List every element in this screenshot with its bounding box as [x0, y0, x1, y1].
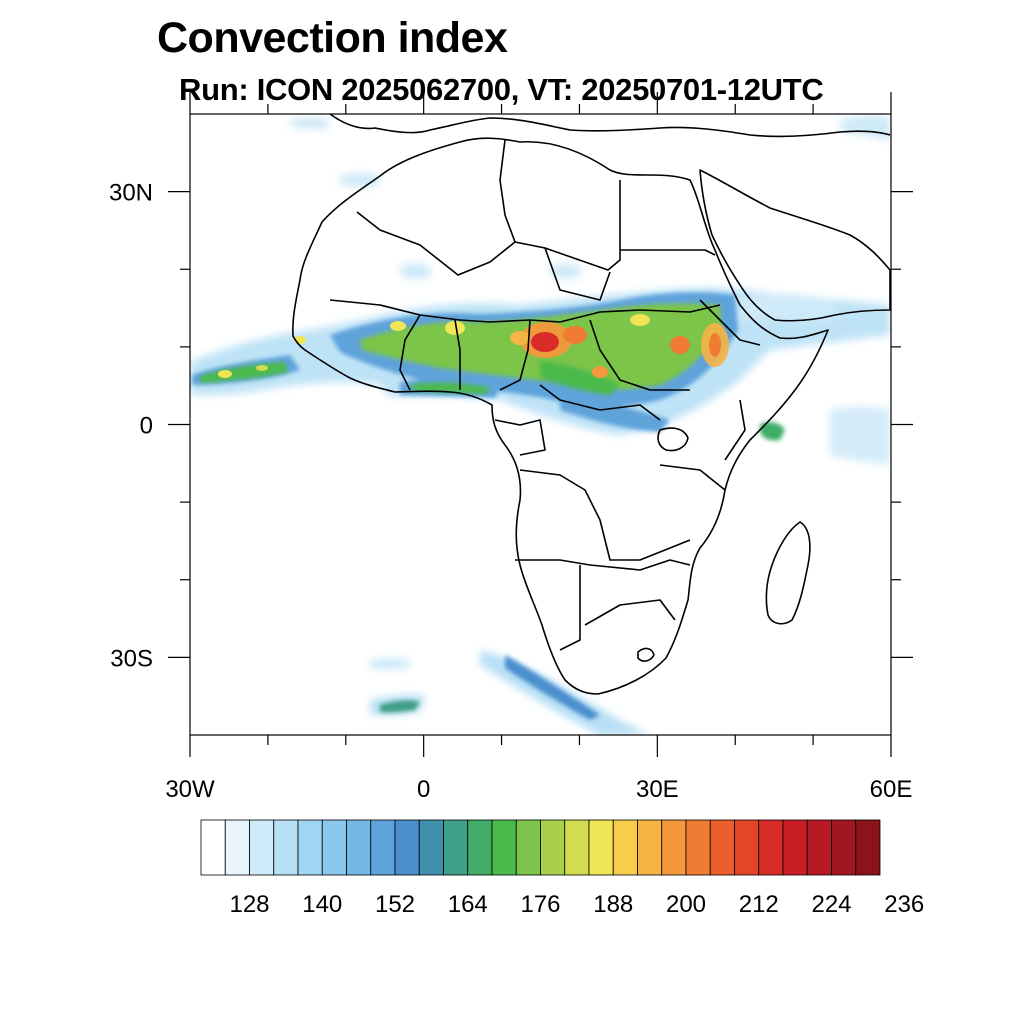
border-12 [515, 559, 691, 571]
border-18 [494, 419, 546, 456]
lat-label: 0 [140, 413, 153, 440]
colorbar-swatch [515, 819, 541, 876]
colorbar-label: 188 [593, 891, 633, 918]
border-17 [724, 399, 746, 461]
colorbar-swatch [734, 819, 760, 876]
colorbar-swatch [200, 819, 226, 876]
border-10 [539, 384, 661, 421]
border-6 [399, 314, 421, 391]
colorbar-swatch [491, 819, 517, 876]
colorbar-label: 152 [375, 891, 415, 918]
colorbar-swatch [612, 819, 638, 876]
colorbar-swatch [661, 819, 687, 876]
colorbar-swatch [297, 819, 323, 876]
axis-ticks [168, 92, 913, 757]
latitude-labels: 30N 0 30S [109, 180, 153, 673]
border-8 [499, 319, 531, 391]
border-14 [584, 599, 676, 626]
map-subtitle: Run: ICON 2025062700, VT: 20250701-12UTC [179, 72, 824, 107]
arabia-coastline [699, 169, 891, 322]
colorbar-swatch [855, 819, 881, 876]
colorbar-swatch [467, 819, 493, 876]
border-11 [519, 469, 691, 561]
europe-coastline [329, 114, 891, 138]
lon-label: 60E [870, 776, 913, 803]
border-15 [659, 464, 726, 491]
colorbar-swatch [224, 819, 250, 876]
colorbar-label: 176 [520, 891, 560, 918]
colorbar-swatch [758, 819, 784, 876]
longitude-labels: 30W 0 30E 60E [165, 776, 912, 803]
lat-label: 30S [110, 645, 153, 672]
border-1 [356, 180, 621, 276]
lon-label: 30E [636, 776, 679, 803]
lake-victoria [657, 427, 689, 452]
colorbar-swatch [637, 819, 663, 876]
coastline-borders [292, 114, 891, 695]
colorbar-swatch [806, 819, 832, 876]
border-13 [559, 565, 581, 651]
africa-coastline [292, 137, 829, 695]
colorbar-label: 140 [302, 891, 342, 918]
border-7 [454, 319, 461, 390]
lat-label: 30N [109, 180, 153, 207]
colorbar-label: 200 [666, 891, 706, 918]
colorbar-label: 212 [739, 891, 779, 918]
lesotho-border [637, 647, 655, 662]
colorbar-swatch [418, 819, 444, 876]
lon-label: 30W [165, 776, 215, 803]
colorbar-label: 128 [229, 891, 269, 918]
lon-label: 0 [417, 776, 430, 803]
colorbar-swatch [588, 819, 614, 876]
border-16 [699, 299, 761, 346]
colorbar-label: 164 [448, 891, 488, 918]
colorbar-swatch [685, 819, 711, 876]
border-4 [620, 249, 716, 256]
colorbar-swatch [370, 819, 396, 876]
map-title: Convection index [157, 14, 508, 62]
colorbar-swatch [321, 819, 347, 876]
colorbar-swatch [273, 819, 299, 876]
border-9 [589, 319, 690, 391]
madagascar-coastline [765, 521, 811, 625]
colorbar-label: 236 [884, 891, 924, 918]
colorbar [200, 819, 881, 876]
border-3 [544, 247, 611, 301]
colorbar-swatch [346, 819, 372, 876]
colorbar-swatch [540, 819, 566, 876]
colorbar-swatch [394, 819, 420, 876]
colorbar-labels: 128 140 152 164 176 188 200 212 224 236 [229, 891, 924, 918]
colorbar-swatch [249, 819, 275, 876]
colorbar-swatch [443, 819, 469, 876]
colorbar-swatch [564, 819, 590, 876]
colorbar-swatch [709, 819, 735, 876]
colorbar-swatch [831, 819, 857, 876]
border-2 [499, 139, 516, 243]
colorbar-swatch [782, 819, 808, 876]
convection-field [190, 115, 890, 735]
colorbar-label: 224 [811, 891, 851, 918]
